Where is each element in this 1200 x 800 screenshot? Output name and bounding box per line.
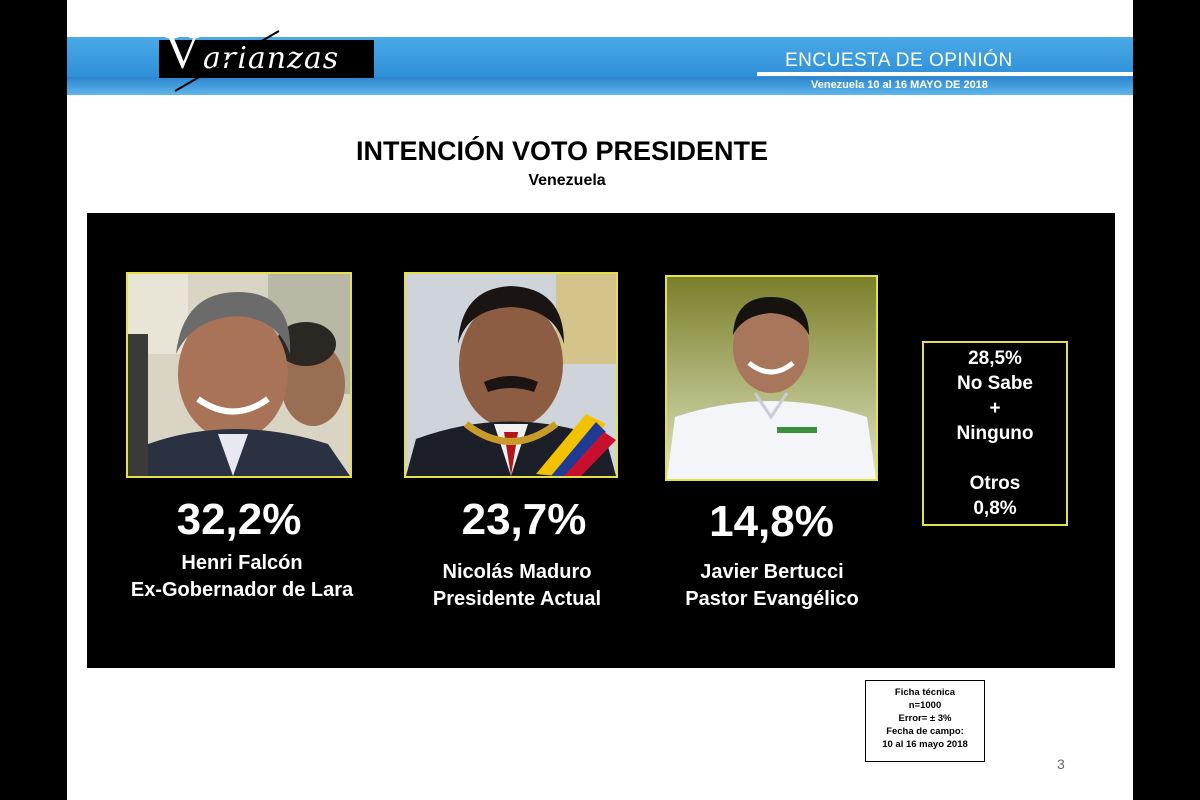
role-falcon: Ex-Gobernador de Lara — [130, 579, 354, 601]
slide: V arianzas ENCUESTA DE OPINIÓN Venezuela… — [67, 0, 1133, 800]
varianzas-logo: V arianzas — [159, 29, 374, 78]
none-label: Ninguno — [956, 423, 1034, 444]
candidate-photo-bertucci — [665, 275, 878, 481]
logo-letter: V — [165, 26, 201, 79]
undecided-label: No Sabe — [956, 373, 1034, 394]
spacer — [924, 446, 1066, 471]
undecided-box: 28,5% No Sabe + Ninguno Otros 0,8% — [922, 341, 1068, 526]
ficha-error: Error= ± 3% — [898, 713, 952, 724]
others-percent: 0,8% — [973, 498, 1017, 519]
percent-maduro: 23,7% — [461, 495, 587, 544]
name-bertucci: Javier Bertucci — [700, 561, 844, 583]
role-bertucci: Pastor Evangélico — [685, 588, 859, 610]
header-stripe — [757, 72, 1133, 76]
ficha-sample: n=1000 — [908, 700, 942, 711]
undecided-plus: + — [989, 398, 1001, 419]
name-falcon: Henri Falcón — [181, 552, 303, 574]
page-number: 3 — [1057, 756, 1065, 772]
undecided-percent: 28,5% — [968, 348, 1022, 369]
candidate-photo-maduro — [404, 272, 618, 478]
page-title: INTENCIÓN VOTO PRESIDENTE — [355, 136, 769, 166]
results-panel: 32,2% Henri Falcón Ex-Gobernador de Lara… — [87, 213, 1115, 668]
header-title: ENCUESTA DE OPINIÓN — [785, 50, 1013, 71]
percent-falcon: 32,2% — [176, 495, 302, 544]
name-maduro: Nicolás Maduro — [442, 561, 592, 583]
others-label: Otros — [969, 473, 1021, 494]
header-band-lower — [67, 77, 1133, 95]
ficha-date-label: Fecha de campo: — [886, 726, 964, 737]
candidate-photo-falcon — [126, 272, 352, 478]
header-subtitle: Venezuela 10 al 16 MAYO DE 2018 — [811, 79, 988, 91]
role-maduro: Presidente Actual — [432, 588, 602, 610]
percent-bertucci: 14,8% — [709, 497, 834, 546]
page-subtitle: Venezuela — [528, 172, 606, 189]
ficha-title: Ficha técnica — [894, 687, 956, 698]
technical-sheet: Ficha técnica n=1000 Error= ± 3% Fecha d… — [865, 680, 985, 762]
logo-text: arianzas — [203, 41, 340, 76]
ficha-date: 10 al 16 mayo 2018 — [882, 739, 968, 750]
